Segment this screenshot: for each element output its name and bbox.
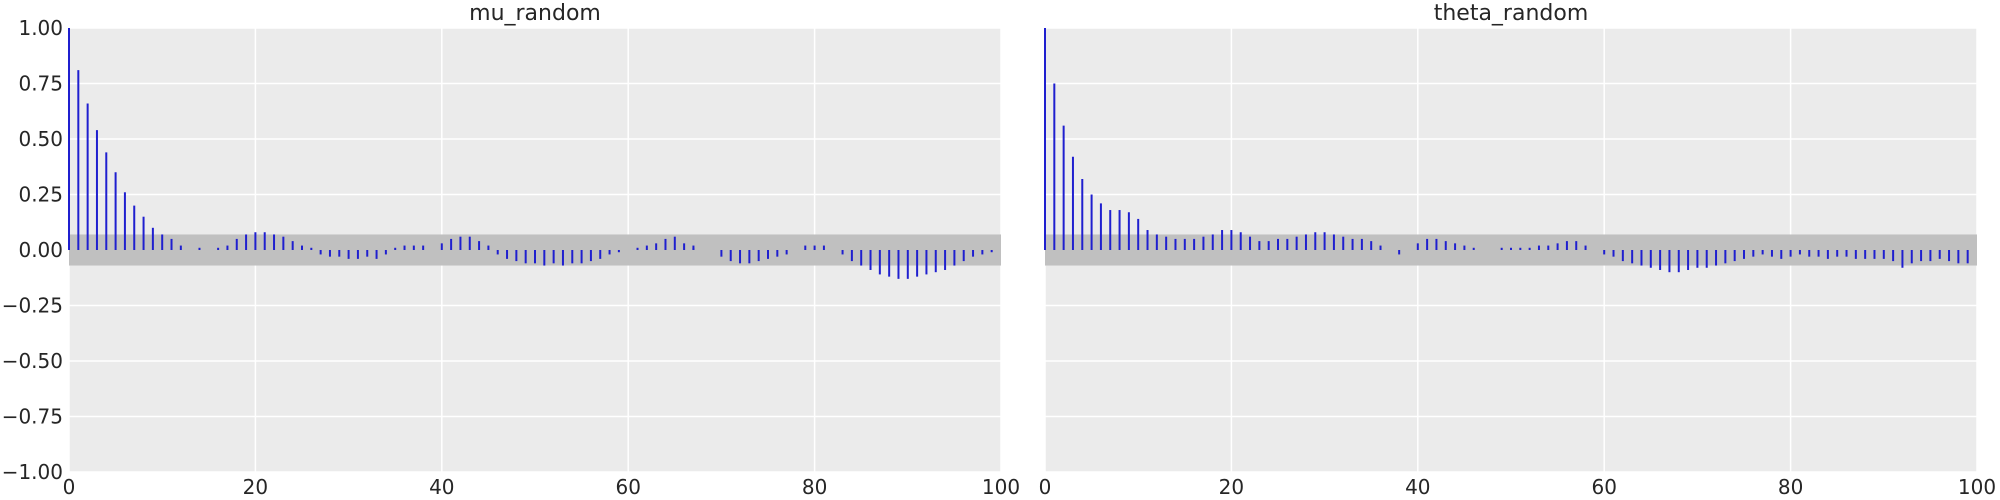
y-tick-label: −0.75	[2, 405, 63, 429]
acf-panel-theta_random: theta_random 0 20 40 60 80 100	[1039, 1, 1996, 499]
y-tick-label: 0.75	[18, 72, 63, 96]
y-tick-label: 0.00	[18, 238, 63, 262]
acf-panel-mu_random: mu_random 0 20 40 60 80 100 1.00 0.75 0.50 0.25 0.0…	[2, 1, 1020, 499]
y-tick-label: −1.00	[2, 460, 63, 484]
y-tick-label: 0.25	[18, 183, 63, 207]
x-tick-label: 20	[1219, 475, 1244, 499]
x-tick-label: 60	[1591, 475, 1616, 499]
chart-title: theta_random	[1434, 1, 1589, 26]
x-tick-label: 80	[1778, 475, 1803, 499]
x-tick-label: 100	[1958, 475, 1996, 499]
y-tick-label: 0.50	[18, 127, 63, 151]
chart-title: mu_random	[469, 1, 601, 26]
y-tick-label: −0.25	[2, 294, 63, 318]
x-tick-label: 40	[1405, 475, 1430, 499]
x-tick-label: 60	[615, 475, 640, 499]
x-tick-label: 0	[1039, 475, 1052, 499]
x-tick-label: 80	[802, 475, 827, 499]
x-tick-label: 40	[429, 475, 454, 499]
x-tick-label: 0	[63, 475, 76, 499]
y-tick-label: −0.50	[2, 349, 63, 373]
y-tick-label: 1.00	[18, 16, 63, 40]
x-tick-label: 20	[243, 475, 268, 499]
x-tick-label: 100	[982, 475, 1020, 499]
